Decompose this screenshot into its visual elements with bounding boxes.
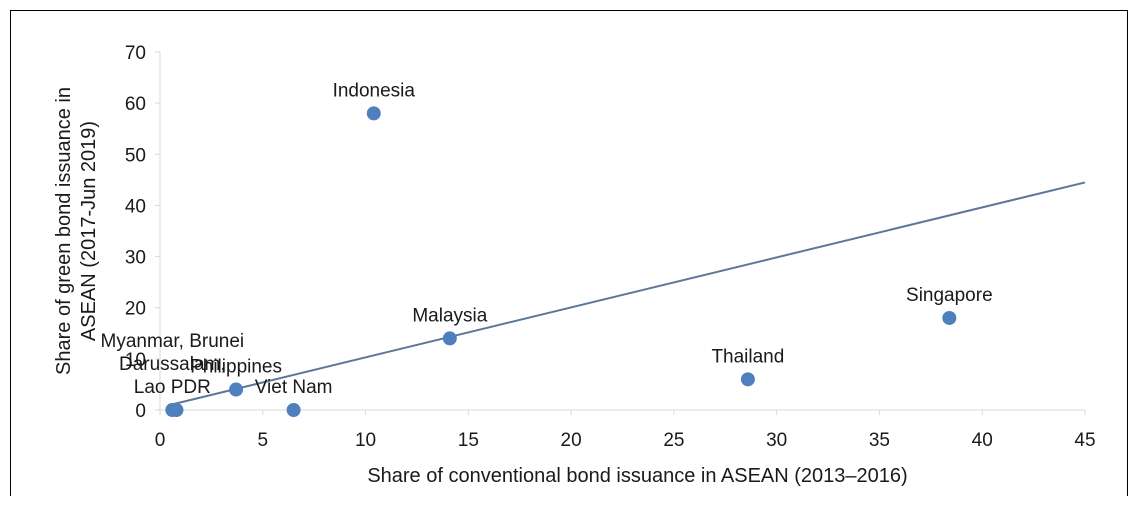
y-tick-label: 50 — [125, 145, 146, 166]
point-label-line: Singapore — [906, 285, 993, 306]
point-label-line: Viet Nam — [255, 377, 333, 398]
y-axis-label-line: ASEAN (2017-Jun 2019) — [78, 121, 100, 341]
point-labels-layer: Indonesia Malaysia Singapore Thailand Philip… — [101, 80, 993, 398]
point-label-line: Lao PDR — [134, 377, 211, 398]
y-tick-label: 0 — [135, 401, 146, 422]
point-label: Myanmar, Brunei Darussalam, Lao PDR — [101, 331, 245, 398]
point-label: Malaysia — [412, 305, 487, 326]
y-tick-label: 20 — [125, 299, 146, 320]
chart-frame — [10, 10, 1128, 496]
y-axis-label-line: Share of green bond issuance in — [53, 87, 75, 375]
data-point — [942, 310, 957, 325]
y-tick-label: 70 — [125, 43, 146, 64]
data-point — [286, 403, 301, 417]
point-label: Philippines — [190, 357, 282, 378]
x-tick-label: 45 — [1074, 430, 1095, 451]
point-label-line: Thailand — [711, 346, 784, 367]
x-tick-label: 15 — [458, 430, 479, 451]
data-point — [740, 372, 755, 387]
x-tick-label: 25 — [663, 430, 684, 451]
data-point — [442, 331, 457, 346]
y-axis-label: Share of green bond issuance in ASEAN (20… — [53, 87, 100, 375]
point-label-line: Philippines — [190, 357, 282, 378]
point-label-line: Darussalam, — [119, 354, 226, 375]
axes: 0 5 10 15 20 25 30 35 40 45 0 10 20 30 40 50 60 70 — [125, 43, 1096, 451]
data-point — [229, 382, 244, 397]
point-label: Indonesia — [333, 80, 416, 101]
y-tick-label: 30 — [125, 248, 146, 269]
y-tick-label: 40 — [125, 196, 146, 217]
y-tick-label: 60 — [125, 94, 146, 115]
point-label-line: Myanmar, Brunei — [101, 331, 245, 352]
x-tick-label: 40 — [972, 430, 993, 451]
x-tick-label: 20 — [561, 430, 582, 451]
point-label: Singapore — [906, 285, 993, 306]
linear-trendline — [167, 181, 1086, 407]
point-label: Thailand — [711, 346, 784, 367]
point-label-line: Malaysia — [412, 305, 487, 326]
x-tick-label: 35 — [869, 430, 890, 451]
x-tick-label: 0 — [155, 430, 166, 451]
x-tick-label: 10 — [355, 430, 376, 451]
data-point — [366, 106, 381, 121]
y-tick-label: 10 — [125, 350, 146, 371]
data-point — [169, 403, 184, 417]
trendline-layer — [167, 181, 1086, 407]
point-label-line: Indonesia — [333, 80, 416, 101]
x-tick-label: 5 — [257, 430, 268, 451]
point-label: Viet Nam — [255, 377, 333, 398]
x-tick-label: 30 — [766, 430, 787, 451]
points-layer — [165, 106, 957, 417]
x-axis-label: Share of conventional bond issuance in A… — [367, 465, 907, 487]
